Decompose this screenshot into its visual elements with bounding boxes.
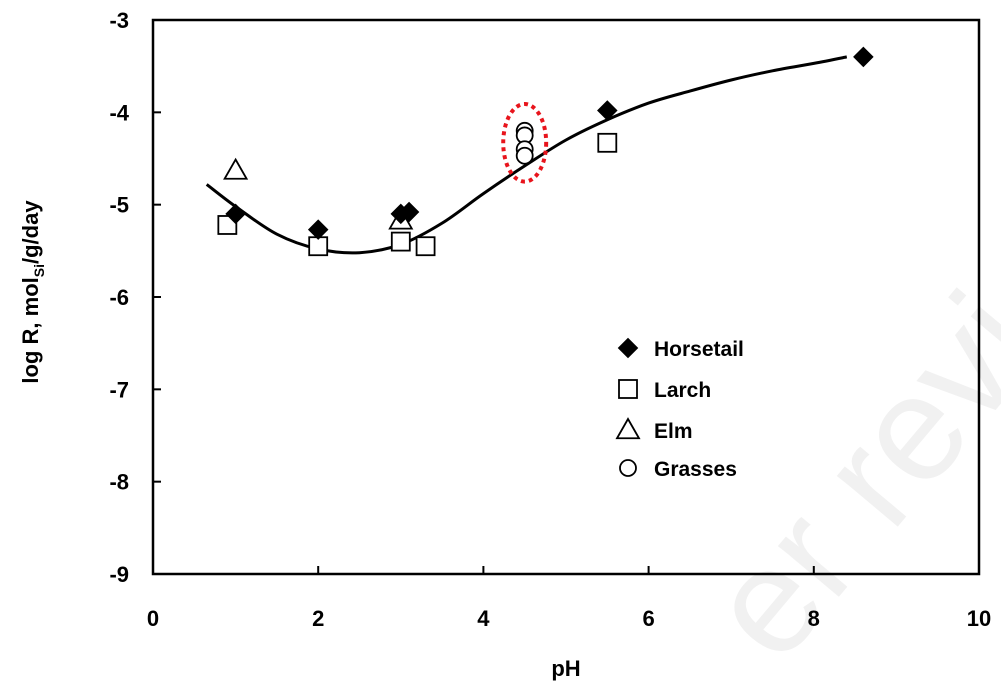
y-tick-label: -6 — [109, 285, 129, 310]
x-axis: 0 2 4 6 8 10 — [147, 566, 991, 631]
y-axis: -9 -8 -7 -6 -5 -4 -3 — [109, 8, 161, 587]
data-point — [515, 146, 534, 165]
y-axis-title: log R, molSi/g/day — [18, 200, 47, 384]
data-point — [597, 100, 618, 121]
data-point — [223, 157, 249, 180]
watermark-text: er review — [674, 115, 1001, 688]
data-point — [307, 219, 329, 240]
y-tick-label: -8 — [109, 470, 129, 495]
y-tick-label: -7 — [109, 377, 129, 402]
data-point — [225, 203, 246, 225]
legend-marker-elm — [615, 417, 641, 440]
x-axis-title: pH — [551, 656, 580, 681]
data-point — [308, 236, 329, 257]
x-tick-label: 0 — [147, 606, 159, 631]
fit-curve-layer — [205, 55, 848, 255]
data-points — [217, 46, 874, 257]
legend-label-larch: Larch — [654, 379, 711, 402]
y-tick-label: -5 — [109, 193, 129, 218]
data-point — [398, 201, 420, 223]
y-axis-title-main: log R, mol — [18, 277, 43, 383]
data-point — [597, 132, 618, 153]
x-tick-label: 4 — [477, 606, 490, 631]
legend-marker-larch — [618, 379, 638, 399]
x-tick-label: 10 — [967, 606, 991, 631]
series-horsetail — [225, 46, 874, 240]
legend: Horsetail Larch Elm Grasses — [615, 337, 744, 481]
y-axis-title-subscript: Si — [31, 264, 47, 277]
data-point — [853, 46, 874, 68]
legend-label-horsetail: Horsetail — [654, 338, 744, 361]
y-axis-title-end: /g/day — [18, 200, 43, 264]
legend-marker-grasses — [619, 459, 637, 477]
legend-label-elm: Elm — [654, 420, 693, 443]
legend-label-grasses: Grasses — [654, 458, 737, 481]
series-grasses — [515, 121, 534, 165]
series-larch — [217, 132, 618, 257]
data-point — [390, 231, 411, 252]
data-point — [217, 215, 238, 235]
highlight-layer — [501, 102, 549, 184]
y-tick-label: -9 — [109, 562, 129, 587]
legend-marker-horsetail — [617, 337, 639, 359]
data-point — [415, 236, 436, 257]
fit-curve — [205, 55, 848, 255]
x-tick-label: 8 — [808, 606, 820, 631]
y-tick-label: -3 — [109, 8, 129, 33]
x-tick-label: 6 — [642, 606, 654, 631]
y-tick-label: -4 — [109, 100, 129, 125]
highlight-ellipse — [501, 102, 549, 184]
x-tick-label: 2 — [312, 606, 324, 631]
